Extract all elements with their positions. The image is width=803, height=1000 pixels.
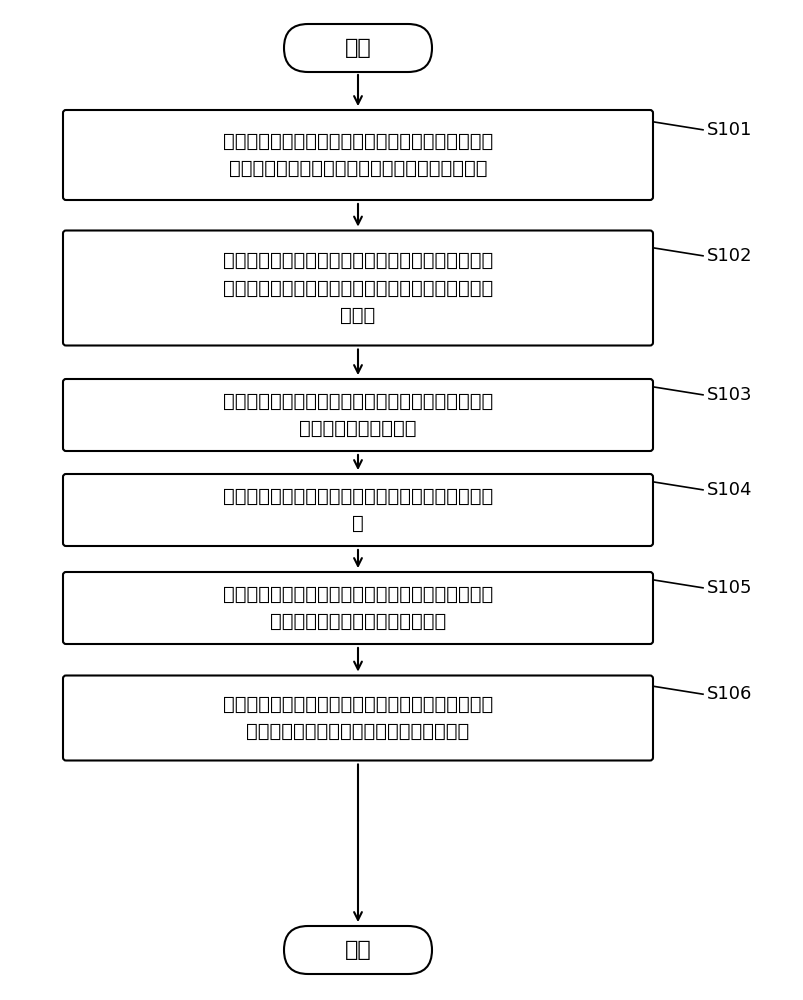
FancyBboxPatch shape	[63, 474, 652, 546]
Text: S104: S104	[706, 481, 752, 499]
Text: 开始: 开始	[344, 38, 371, 58]
Text: 分别计算所述电池单体的电压变化值与所述平均电压
变化值的差值，作为第一检测结果: 分别计算所述电池单体的电压变化值与所述平均电压 变化值的差值，作为第一检测结果	[222, 585, 492, 631]
FancyBboxPatch shape	[63, 676, 652, 760]
Text: S106: S106	[706, 685, 752, 703]
FancyBboxPatch shape	[283, 926, 431, 974]
Text: S105: S105	[706, 579, 752, 597]
FancyBboxPatch shape	[63, 110, 652, 200]
Text: S103: S103	[706, 386, 752, 404]
FancyBboxPatch shape	[63, 231, 652, 346]
FancyBboxPatch shape	[283, 24, 431, 72]
Text: S101: S101	[706, 121, 752, 139]
Text: 结束: 结束	[344, 940, 371, 960]
FancyBboxPatch shape	[63, 572, 652, 644]
Text: 当所述电池组满足第二条件时，分别检测所有所述电
池单体各自的电压，作为所述电池单体各自的第二基
准电压: 当所述电池组满足第二条件时，分别检测所有所述电 池单体各自的电压，作为所述电池单…	[222, 251, 492, 325]
FancyBboxPatch shape	[63, 379, 652, 451]
Text: 分别计算所述电池单体第一基准电压与第二基准电压
的差值作为电压变化值: 分别计算所述电池单体第一基准电压与第二基准电压 的差值作为电压变化值	[222, 392, 492, 438]
Text: 计算所有所述电压变化值的平均值作为平均电压变化
值: 计算所有所述电压变化值的平均值作为平均电压变化 值	[222, 487, 492, 533]
Text: S102: S102	[706, 247, 752, 265]
Text: 当电池组满足第一条件时，分别检测所有电池单体各
自的电压，作为所述电池单体各自的第一基准电压: 当电池组满足第一条件时，分别检测所有电池单体各 自的电压，作为所述电池单体各自的…	[222, 132, 492, 178]
Text: 当所述第一检测结果大于第一预设值时，确定所述第
一检测结果对应的电池单体存在自放电故障: 当所述第一检测结果大于第一预设值时，确定所述第 一检测结果对应的电池单体存在自放…	[222, 695, 492, 741]
